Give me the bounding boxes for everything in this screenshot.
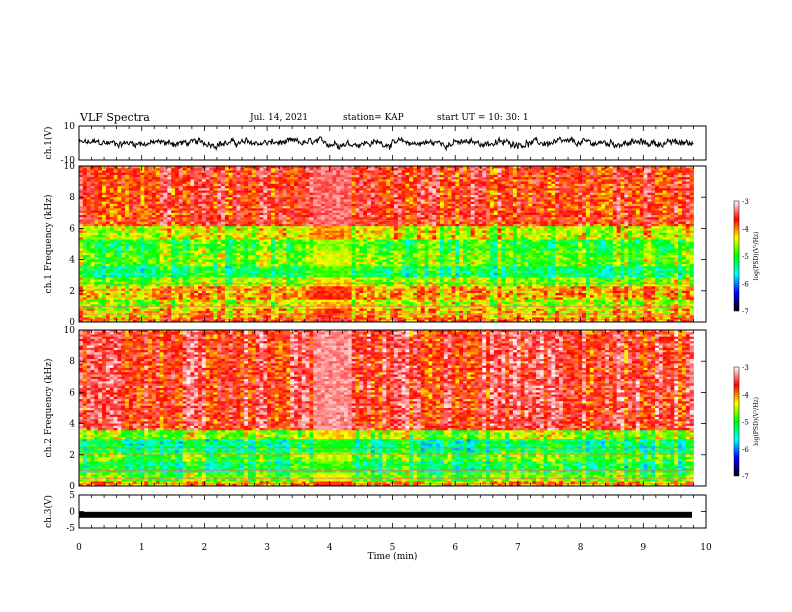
ch1-spectrogram-cells — [79, 166, 694, 322]
vlf-figure: 10-10ch.1(V)0246810ch.1 Frequency (kHz)0… — [0, 0, 792, 612]
ch1-wave-ylabel: ch.1(V) — [43, 127, 54, 160]
ch1-wave-ytick-label: 10 — [64, 122, 76, 132]
ch1-waveform-trace — [79, 137, 694, 150]
